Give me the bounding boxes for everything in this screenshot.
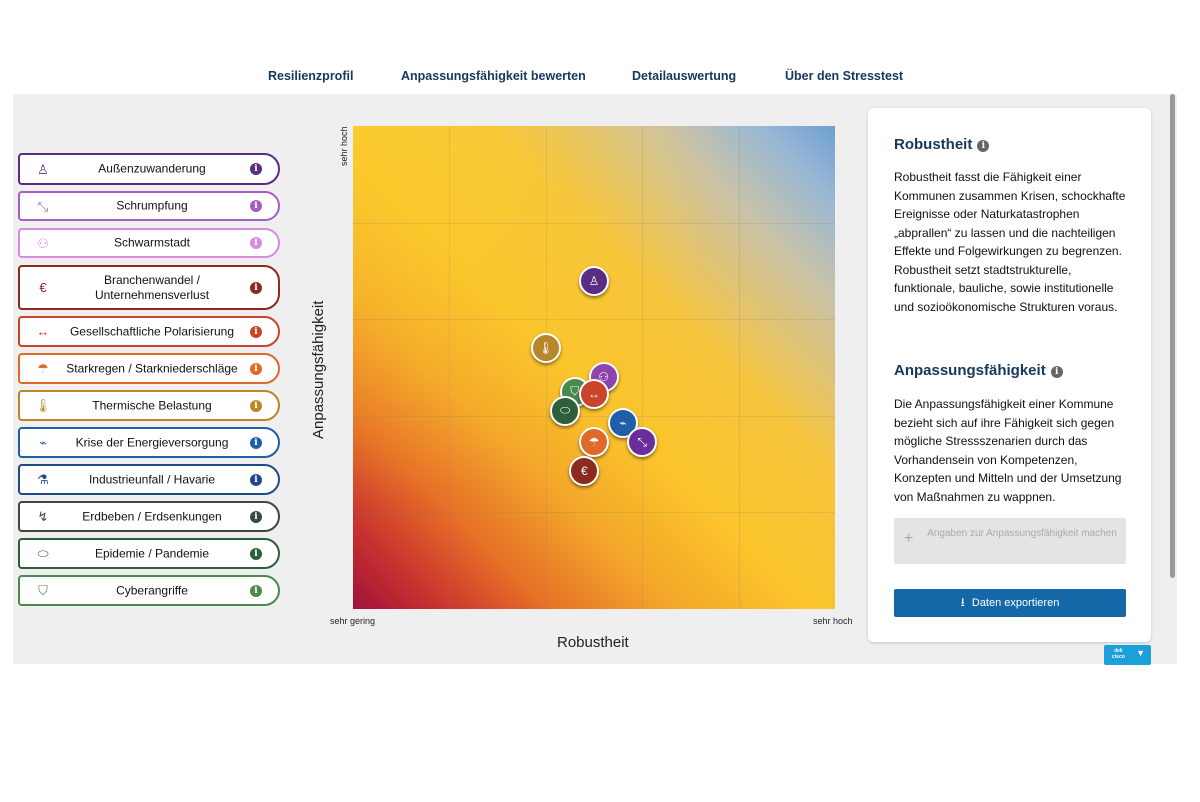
- info-icon[interactable]: i: [250, 200, 262, 212]
- scenario-item-schrumpfung[interactable]: ⤡ Schrumpfung i: [18, 191, 280, 221]
- info-icon[interactable]: i: [250, 281, 262, 294]
- info-icon[interactable]: i: [977, 140, 990, 152]
- scrollbar[interactable]: [1170, 94, 1175, 578]
- resilience-matrix-chart: ♙ 🌡 ⚇ ⛉ ↔ ⬭ ⌁ ⤡ ☂ €: [353, 126, 835, 609]
- chart-point-epidemie-pandemie[interactable]: ⬭: [550, 395, 581, 426]
- caret-down-icon: ▼: [1136, 648, 1145, 658]
- euro-cycle-icon: €: [39, 280, 47, 295]
- robustheit-description: Robustheit fasst die Fähigkeit einer Kom…: [894, 170, 1126, 314]
- scenario-label: Industrieunfall / Havarie: [88, 472, 216, 486]
- info-icon[interactable]: i: [250, 237, 262, 249]
- x-axis-title: Robustheit: [557, 634, 629, 651]
- main-stage: ♙ Außenzuwanderung i ⤡ Schrumpfung i ⚇ Schwarms…: [13, 94, 1177, 664]
- scenario-label: Krise der Energieversorgung: [75, 435, 229, 449]
- chart-point-krise-der-energieversorgung[interactable]: ⌁: [607, 408, 638, 439]
- export-data-button[interactable]: ⭳ Daten exportieren: [894, 589, 1126, 617]
- grid-line-vertical: [642, 126, 643, 609]
- shield-icon: ⛉: [38, 583, 48, 598]
- grid-line-vertical: [546, 126, 547, 609]
- y-axis-title: Anpassungsfähigkeit: [310, 300, 327, 439]
- scenario-label: Starkregen / Starkniederschläge: [66, 361, 238, 375]
- shrink-arrows-icon: ⤡: [37, 198, 49, 214]
- grid-line-vertical: [449, 126, 450, 609]
- grid-line-vertical: [739, 126, 740, 609]
- anpassungsfaehigkeit-description: Die Anpassungsfähigkeit einer Kommune be…: [894, 397, 1122, 504]
- scenario-item-starkregen-starkniederschläge[interactable]: ☂ Starkregen / Starkniederschläge i: [18, 353, 280, 384]
- chart-point-außenzuwanderung[interactable]: ♙: [579, 265, 609, 296]
- scenario-label: Außenzuwanderung: [98, 161, 206, 176]
- cisco-widget[interactable]: ılıılı cisco ▼: [1104, 645, 1151, 665]
- x-tick-sehr-gering: sehr gering: [330, 616, 376, 626]
- adapt-input-button[interactable]: + Angaben zur Anpassungsfähigkeit machen: [894, 518, 1126, 564]
- scenario-label: Cyberangriffe: [116, 583, 188, 597]
- nav-ueber-den-stresstest[interactable]: Über den Stresstest: [785, 69, 904, 83]
- split-arrows-icon: ↔: [36, 324, 50, 339]
- info-icon[interactable]: i: [250, 362, 262, 375]
- chart-point-branchenwandel-unternehmensverlust[interactable]: €: [569, 456, 600, 487]
- people-icon: ♙: [37, 161, 49, 177]
- chart-point-schrumpfung[interactable]: ⤡: [627, 427, 658, 458]
- adapt-input-button-label: Angaben zur Anpassungsfähigkeit machen: [927, 528, 1117, 539]
- download-icon: ⭳: [960, 594, 965, 609]
- nav-detailauswertung[interactable]: Detailauswertung: [632, 69, 737, 83]
- nav-anpassungsfaehigkeit-bewerten[interactable]: Anpassungsfähigkeit bewerten: [401, 69, 586, 83]
- power-off-icon: ⌁: [39, 435, 47, 450]
- info-icon[interactable]: i: [250, 436, 262, 449]
- scenario-item-branchenwandel-unternehmensverlust[interactable]: € Branchenwandel / Unternehmensverlust i: [18, 265, 280, 310]
- info-icon[interactable]: i: [250, 325, 262, 338]
- crowd-icon: ⚇: [37, 235, 49, 251]
- grid-line-horizontal: [353, 319, 835, 320]
- cisco-logo-icon: ılıılı cisco: [1112, 648, 1125, 660]
- plus-icon: +: [904, 530, 914, 547]
- info-icon[interactable]: i: [250, 547, 262, 560]
- scenario-label: Erdbeben / Erdsenkungen: [82, 509, 222, 523]
- scenario-label: Gesellschaftliche Polarisierung: [69, 324, 235, 338]
- nav-resilienzprofil[interactable]: Resilienzprofil: [268, 69, 354, 83]
- scenario-item-erdbeben-erdsenkungen[interactable]: ↯ Erdbeben / Erdsenkungen i: [18, 501, 280, 532]
- scenario-item-außenzuwanderung[interactable]: ♙ Außenzuwanderung i: [18, 153, 280, 185]
- robustheit-heading: Robustheit i: [894, 136, 990, 153]
- info-icon[interactable]: i: [250, 163, 262, 175]
- chart-point-starkregen-starkniederschläge[interactable]: ☂: [579, 427, 609, 458]
- scenario-item-gesellschaftliche-polarisierung[interactable]: ↔ Gesellschaftliche Polarisierung i: [18, 316, 280, 347]
- scenario-label: Schrumpfung: [116, 198, 188, 213]
- grid-line-horizontal: [353, 223, 835, 224]
- anpassungsfaehigkeit-heading: Anpassungsfähigkeit i: [894, 362, 1063, 379]
- grid-line-horizontal: [353, 512, 835, 513]
- info-icon[interactable]: i: [250, 584, 262, 597]
- scenario-item-cyberangriffe[interactable]: ⛉ Cyberangriffe i: [18, 575, 280, 606]
- thermometer-icon: 🌡: [34, 398, 52, 413]
- y-tick-sehr-hoch: sehr hoch: [339, 126, 349, 166]
- scenario-item-industrieunfall-havarie[interactable]: ⚗ Industrieunfall / Havarie i: [18, 464, 280, 495]
- scenario-item-thermische-belastung[interactable]: 🌡 Thermische Belastung i: [18, 390, 280, 421]
- scenario-label: Thermische Belastung: [92, 398, 212, 412]
- info-icon[interactable]: i: [250, 399, 262, 412]
- rain-cloud-icon: ☂: [37, 361, 49, 376]
- scenario-label: Branchenwandel / Unternehmensverlust: [94, 272, 210, 302]
- chart-point-gesellschaftliche-polarisierung[interactable]: ↔: [579, 379, 609, 410]
- info-panel: Robustheit i Robustheit fasst die Fähigke…: [868, 108, 1151, 642]
- scenario-item-epidemie-pandemie[interactable]: ⬭ Epidemie / Pandemie i: [18, 538, 280, 569]
- scenario-item-krise-der-energieversorgung[interactable]: ⌁ Krise der Energieversorgung i: [18, 427, 280, 458]
- mask-icon: ⬭: [37, 546, 49, 561]
- scenario-label: Schwarmstadt: [113, 235, 191, 250]
- scenario-item-schwarmstadt[interactable]: ⚇ Schwarmstadt i: [18, 228, 280, 258]
- scenario-label: Epidemie / Pandemie: [94, 546, 210, 560]
- chart-point-thermische-belastung[interactable]: 🌡: [530, 333, 561, 364]
- export-data-button-label: Daten exportieren: [971, 597, 1060, 609]
- test-tube-icon: ⚗: [37, 472, 49, 487]
- robustheit-title: Robustheit: [894, 136, 973, 153]
- info-icon[interactable]: i: [1050, 366, 1063, 378]
- info-icon[interactable]: i: [250, 473, 262, 486]
- info-icon[interactable]: i: [250, 510, 262, 523]
- grid-line-horizontal: [353, 416, 835, 417]
- x-tick-sehr-hoch: sehr hoch: [813, 616, 853, 626]
- top-navigation: Resilienzprofil Anpassungsfähigkeit bewe…: [0, 62, 1200, 92]
- quake-icon: ↯: [37, 509, 49, 524]
- anpassungsfaehigkeit-title: Anpassungsfähigkeit: [894, 362, 1046, 379]
